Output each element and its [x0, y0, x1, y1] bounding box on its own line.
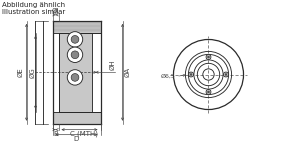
Circle shape: [67, 32, 83, 47]
Circle shape: [225, 73, 227, 76]
Text: ØE: ØE: [17, 67, 23, 77]
Circle shape: [206, 55, 211, 59]
Circle shape: [71, 35, 79, 43]
Text: D: D: [74, 136, 79, 142]
Circle shape: [190, 73, 192, 76]
Circle shape: [207, 91, 210, 93]
Circle shape: [67, 70, 83, 85]
Text: Abbildung ähnlich
Illustration similar: Abbildung ähnlich Illustration similar: [2, 2, 65, 15]
Circle shape: [224, 72, 228, 77]
Text: ØG: ØG: [29, 67, 35, 78]
Text: ØI: ØI: [52, 8, 59, 14]
Circle shape: [71, 74, 79, 81]
Text: B: B: [53, 131, 58, 137]
Circle shape: [206, 90, 211, 94]
Text: ØH: ØH: [110, 59, 116, 70]
Text: C (MTH): C (MTH): [70, 130, 98, 137]
Circle shape: [71, 51, 79, 59]
Bar: [58, 33, 92, 112]
Circle shape: [207, 56, 210, 58]
Bar: [52, 21, 100, 33]
Text: ØA: ØA: [124, 67, 130, 77]
Bar: [52, 112, 100, 124]
Text: Ø6,5: Ø6,5: [160, 74, 175, 79]
Circle shape: [67, 47, 83, 62]
Circle shape: [189, 72, 194, 77]
